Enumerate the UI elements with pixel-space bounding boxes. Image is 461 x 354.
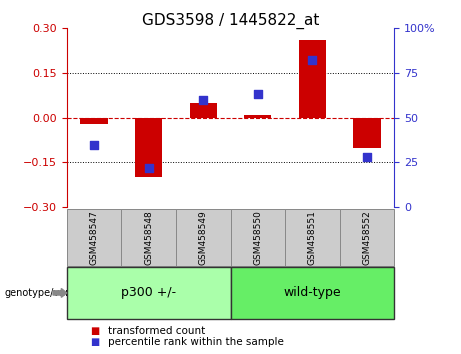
- Text: GDS3598 / 1445822_at: GDS3598 / 1445822_at: [142, 12, 319, 29]
- Text: GSM458551: GSM458551: [308, 210, 317, 265]
- Text: GSM458550: GSM458550: [253, 210, 262, 265]
- Bar: [67, 267, 230, 319]
- Point: [145, 165, 152, 171]
- Bar: [285, 209, 340, 266]
- Bar: [81, 118, 108, 124]
- Text: GSM458549: GSM458549: [199, 210, 208, 264]
- Text: transformed count: transformed count: [108, 326, 206, 336]
- Point: [254, 92, 261, 97]
- Point: [308, 58, 316, 63]
- Text: percentile rank within the sample: percentile rank within the sample: [108, 337, 284, 347]
- Text: ■: ■: [90, 326, 99, 336]
- Bar: [230, 267, 394, 319]
- Bar: [244, 115, 272, 118]
- Text: GSM458552: GSM458552: [362, 210, 372, 264]
- Bar: [299, 40, 326, 118]
- Bar: [353, 118, 380, 148]
- Bar: [340, 209, 394, 266]
- Text: GSM458548: GSM458548: [144, 210, 153, 264]
- Text: genotype/variation: genotype/variation: [5, 288, 97, 298]
- Text: ■: ■: [90, 337, 99, 347]
- Bar: [176, 209, 230, 266]
- Bar: [67, 209, 121, 266]
- Bar: [121, 209, 176, 266]
- Text: wild-type: wild-type: [284, 286, 341, 299]
- Text: GSM458547: GSM458547: [89, 210, 99, 264]
- Point: [200, 97, 207, 103]
- Point: [90, 142, 98, 147]
- Bar: [230, 209, 285, 266]
- Bar: [189, 103, 217, 118]
- Point: [363, 154, 371, 160]
- Text: p300 +/-: p300 +/-: [121, 286, 176, 299]
- Bar: [135, 118, 162, 177]
